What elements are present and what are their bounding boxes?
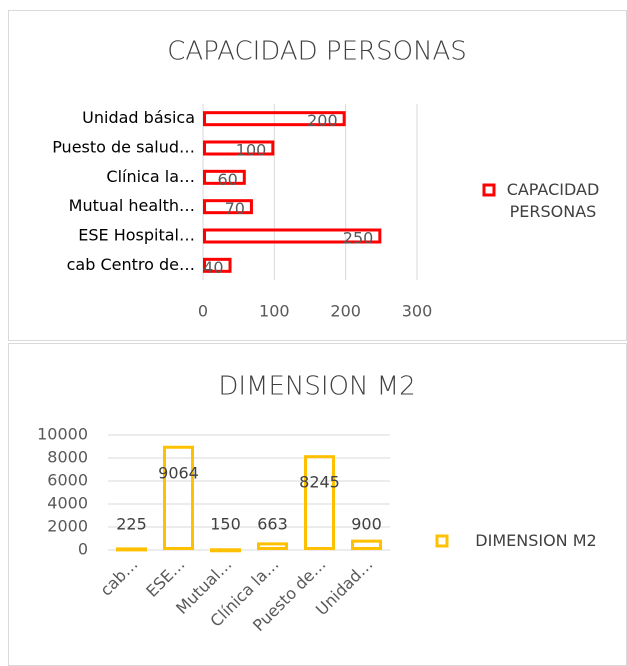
data-label: 100 — [236, 141, 267, 160]
bar — [203, 199, 253, 215]
y-tick-label: 10000 — [37, 425, 88, 444]
chart-title: CAPACIDAD PERSONAS — [167, 37, 467, 67]
data-label: 70 — [225, 199, 245, 218]
y-tick-label: Mutual health… — [69, 196, 195, 215]
data-label: 8245 — [299, 473, 340, 492]
bar — [203, 140, 275, 156]
legend-label: CAPACIDAD PERSONAS — [506, 180, 600, 221]
y-tick-label: Clínica la… — [106, 167, 195, 186]
y-tick-label: Unidad básica — [82, 108, 195, 127]
x-tick-label: 200 — [330, 302, 361, 321]
bar — [210, 548, 241, 553]
legend-swatch — [435, 534, 449, 548]
data-label: 900 — [351, 515, 382, 534]
bar — [257, 542, 288, 550]
y-tick-label: 0 — [78, 540, 88, 559]
data-label: 663 — [257, 515, 288, 534]
legend-label: DIMENSION M2 — [475, 531, 597, 550]
y-tick-label: 2000 — [47, 517, 88, 536]
bar — [203, 228, 382, 244]
y-tick-label: cab Centro de… — [67, 255, 195, 274]
x-tick-label: 100 — [259, 302, 290, 321]
bar — [351, 539, 382, 551]
data-label: 225 — [116, 515, 147, 534]
y-tick-label: 6000 — [47, 471, 88, 490]
data-label: 200 — [307, 111, 338, 130]
bar — [116, 547, 147, 552]
y-tick-label: 8000 — [47, 448, 88, 467]
data-label: 250 — [343, 229, 374, 248]
data-label: 60 — [217, 170, 237, 189]
bar — [163, 445, 194, 551]
bar — [304, 455, 335, 550]
bar — [203, 111, 346, 127]
data-label: 150 — [210, 515, 241, 534]
y-tick-label: Puesto de salud… — [52, 138, 195, 157]
bar — [203, 169, 246, 185]
x-tick-label: cab… — [96, 555, 141, 600]
x-tick-label: 0 — [198, 302, 208, 321]
legend-swatch — [482, 183, 496, 197]
data-label: 9064 — [158, 463, 199, 482]
y-tick-label: ESE Hospital… — [78, 226, 195, 245]
y-tick-label: 4000 — [47, 494, 88, 513]
data-label: 40 — [203, 258, 223, 277]
chart-title: DIMENSION M2 — [218, 372, 415, 402]
bar — [203, 257, 232, 273]
x-tick-label: 300 — [402, 302, 433, 321]
